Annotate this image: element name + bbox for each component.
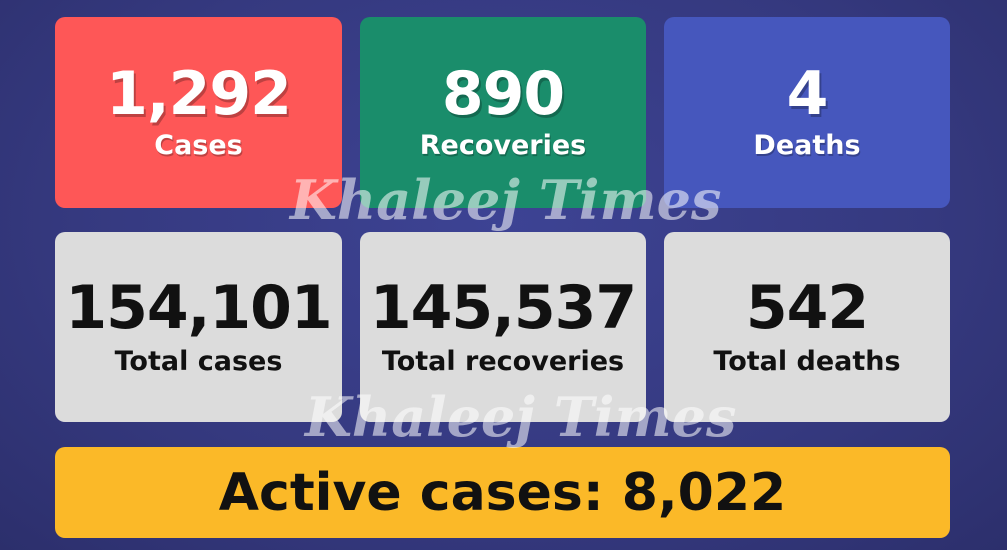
total-deaths-card: 542 Total deaths xyxy=(664,232,950,422)
cases-value: 1,292 xyxy=(106,59,292,129)
total-cases-label: Total cases xyxy=(114,345,283,377)
total-recoveries-label: Total recoveries xyxy=(381,345,625,377)
recoveries-card: 890 Recoveries xyxy=(360,17,646,208)
total-recoveries-card: 145,537 Total recoveries xyxy=(360,232,646,422)
total-recoveries-value: 145,537 xyxy=(369,272,637,343)
cases-card: 1,292 Cases xyxy=(55,17,342,208)
total-cases-card: 154,101 Total cases xyxy=(55,232,342,422)
total-deaths-value: 542 xyxy=(745,272,869,343)
cases-label: Cases xyxy=(154,130,243,161)
deaths-value: 4 xyxy=(786,59,829,129)
deaths-label: Deaths xyxy=(753,130,861,161)
recoveries-value: 890 xyxy=(441,59,565,129)
deaths-card: 4 Deaths xyxy=(664,17,950,208)
total-cases-value: 154,101 xyxy=(65,272,332,343)
recoveries-label: Recoveries xyxy=(419,130,587,161)
active-cases-banner: Active cases: 8,022 xyxy=(55,447,950,538)
total-deaths-label: Total deaths xyxy=(713,345,901,377)
